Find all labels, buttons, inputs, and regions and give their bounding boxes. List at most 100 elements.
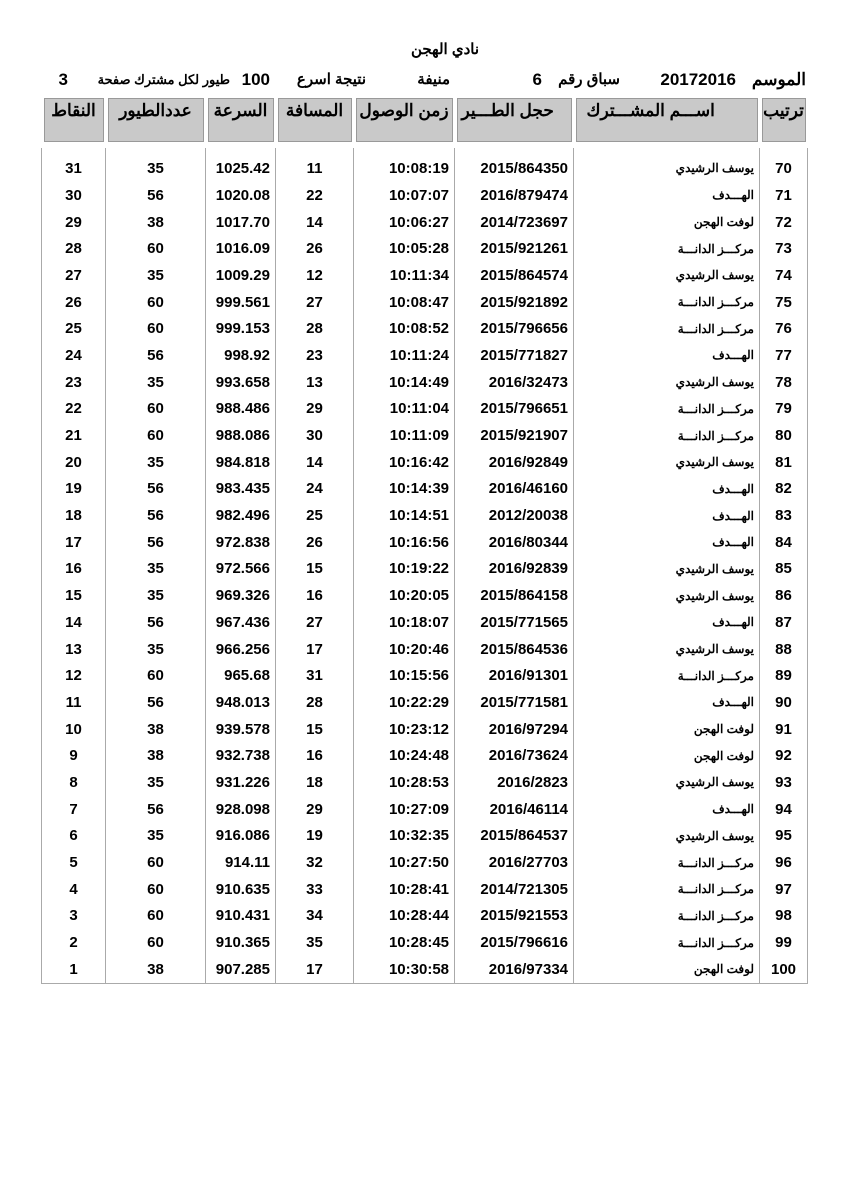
cell-participant-name: الهـــدف	[573, 502, 760, 529]
table-row: 82 الهـــدف 2016/46160 10:14:39 24 983.435 56 1…	[41, 475, 808, 503]
table-row: 93 يوسف الرشيدي 2016/2823 10:28:53 18 931.226…	[41, 769, 808, 796]
table-row: 78 يوسف الرشيدي 2016/32473 10:14:49 13 993.65…	[41, 368, 808, 396]
cell-ring-number: 2015/796651	[454, 395, 574, 423]
race-location: منيفة	[417, 71, 450, 88]
cell-bird-count: 60	[105, 662, 206, 690]
cell-bird-count: 35	[105, 148, 206, 182]
cell-bird-count: 35	[105, 635, 206, 663]
cell-ring-number: 2016/91301	[454, 662, 574, 690]
cell-points: 2	[41, 929, 106, 956]
table-row: 72 لوفت الهجن 2014/723697 10:06:27 14 1017.70…	[41, 208, 808, 236]
cell-rank: 94	[759, 795, 808, 823]
cell-speed: 916.086	[205, 822, 276, 850]
cell-bird-count: 60	[105, 288, 206, 316]
cell-distance: 22	[275, 182, 354, 209]
cell-bird-count: 35	[105, 448, 206, 476]
table-row: 97 مركـــز الدانـــة 2014/721305 10:28:41 33…	[41, 875, 808, 903]
cell-points: 7	[41, 795, 106, 823]
cell-participant-name: الهـــدف	[573, 182, 760, 209]
cell-ring-number: 2015/921261	[454, 235, 574, 263]
cell-rank: 86	[759, 582, 808, 609]
race-label: سباق رقم	[558, 71, 620, 88]
table-body: 70 يوسف الرشيدي 2015/864350 10:08:19 11 1025.…	[41, 148, 808, 984]
cell-speed: 988.086	[205, 422, 276, 449]
table-row: 71 الهـــدف 2016/879474 10:07:07 22 1020.08 56…	[41, 182, 808, 209]
cell-distance: 18	[275, 769, 354, 796]
cell-points: 3	[41, 902, 106, 930]
cell-ring-number: 2016/92849	[454, 448, 574, 476]
cell-speed: 932.738	[205, 742, 276, 770]
cell-participant-name: يوسف الرشيدي	[573, 368, 760, 396]
table-row: 94 الهـــدف 2016/46114 10:27:09 29 928.098 56 7	[41, 795, 808, 823]
cell-ring-number: 2012/20038	[454, 502, 574, 529]
cell-participant-name: مركـــز الدانـــة	[573, 422, 760, 449]
cell-distance: 11	[275, 148, 354, 182]
cell-participant-name: الهـــدف	[573, 609, 760, 636]
cell-points: 4	[41, 875, 106, 903]
cell-speed: 1009.29	[205, 262, 276, 289]
cell-arrival-time: 10:11:24	[353, 342, 455, 369]
cell-distance: 16	[275, 582, 354, 609]
cell-rank: 83	[759, 502, 808, 529]
cell-rank: 90	[759, 689, 808, 716]
cell-ring-number: 2015/921892	[454, 288, 574, 316]
cell-points: 24	[41, 342, 106, 369]
cell-speed: 993.658	[205, 368, 276, 396]
cell-arrival-time: 10:05:28	[353, 235, 455, 263]
cell-points: 16	[41, 555, 106, 583]
cell-rank: 82	[759, 475, 808, 503]
cell-points: 18	[41, 502, 106, 529]
column-header-ring-number: حجل الطـــير	[455, 96, 574, 148]
table-row: 80 مركـــز الدانـــة 2015/921907 10:11:09 30…	[41, 422, 808, 449]
cell-ring-number: 2015/864350	[454, 148, 574, 182]
cell-distance: 24	[275, 475, 354, 503]
cell-ring-number: 2015/771827	[454, 342, 574, 369]
cell-rank: 74	[759, 262, 808, 289]
cell-arrival-time: 10:30:58	[353, 955, 455, 984]
table-row: 75 مركـــز الدانـــة 2015/921892 10:08:47 27…	[41, 288, 808, 316]
cell-distance: 15	[275, 555, 354, 583]
cell-rank: 97	[759, 875, 808, 903]
column-header-speed: السرعة	[206, 96, 276, 148]
cell-participant-name: يوسف الرشيدي	[573, 555, 760, 583]
cell-speed: 910.365	[205, 929, 276, 956]
cell-ring-number: 2016/32473	[454, 368, 574, 396]
cell-arrival-time: 10:22:29	[353, 689, 455, 716]
cell-points: 30	[41, 182, 106, 209]
cell-points: 31	[41, 148, 106, 182]
cell-points: 5	[41, 849, 106, 876]
column-header-label: زمن الوصول	[355, 98, 453, 142]
cell-distance: 31	[275, 662, 354, 690]
cell-rank: 77	[759, 342, 808, 369]
column-header-label: ترتيب	[761, 98, 806, 142]
cell-distance: 35	[275, 929, 354, 956]
cell-speed: 972.838	[205, 528, 276, 556]
cell-bird-count: 60	[105, 395, 206, 423]
cell-bird-count: 56	[105, 502, 206, 529]
cell-participant-name: لوفت الهجن	[573, 955, 760, 984]
cell-speed: 1020.08	[205, 182, 276, 209]
cell-bird-count: 60	[105, 315, 206, 343]
cell-bird-count: 60	[105, 849, 206, 876]
cell-points: 26	[41, 288, 106, 316]
cell-participant-name: يوسف الرشيدي	[573, 582, 760, 609]
column-header-participant-name: اســـم المشـــترك	[574, 96, 760, 148]
cell-participant-name: مركـــز الدانـــة	[573, 875, 760, 903]
cell-speed: 931.226	[205, 769, 276, 796]
cell-rank: 70	[759, 148, 808, 182]
cell-ring-number: 2016/97294	[454, 715, 574, 743]
column-header-label: عددالطيور	[107, 98, 204, 142]
cell-arrival-time: 10:11:09	[353, 422, 455, 449]
cell-distance: 15	[275, 715, 354, 743]
cell-arrival-time: 10:19:22	[353, 555, 455, 583]
cell-ring-number: 2015/771581	[454, 689, 574, 716]
cell-rank: 98	[759, 902, 808, 930]
cell-rank: 92	[759, 742, 808, 770]
cell-distance: 27	[275, 609, 354, 636]
cell-arrival-time: 10:15:56	[353, 662, 455, 690]
cell-rank: 96	[759, 849, 808, 876]
cell-participant-name: يوسف الرشيدي	[573, 822, 760, 850]
cell-ring-number: 2014/721305	[454, 875, 574, 903]
cell-distance: 26	[275, 235, 354, 263]
cell-arrival-time: 10:28:44	[353, 902, 455, 930]
